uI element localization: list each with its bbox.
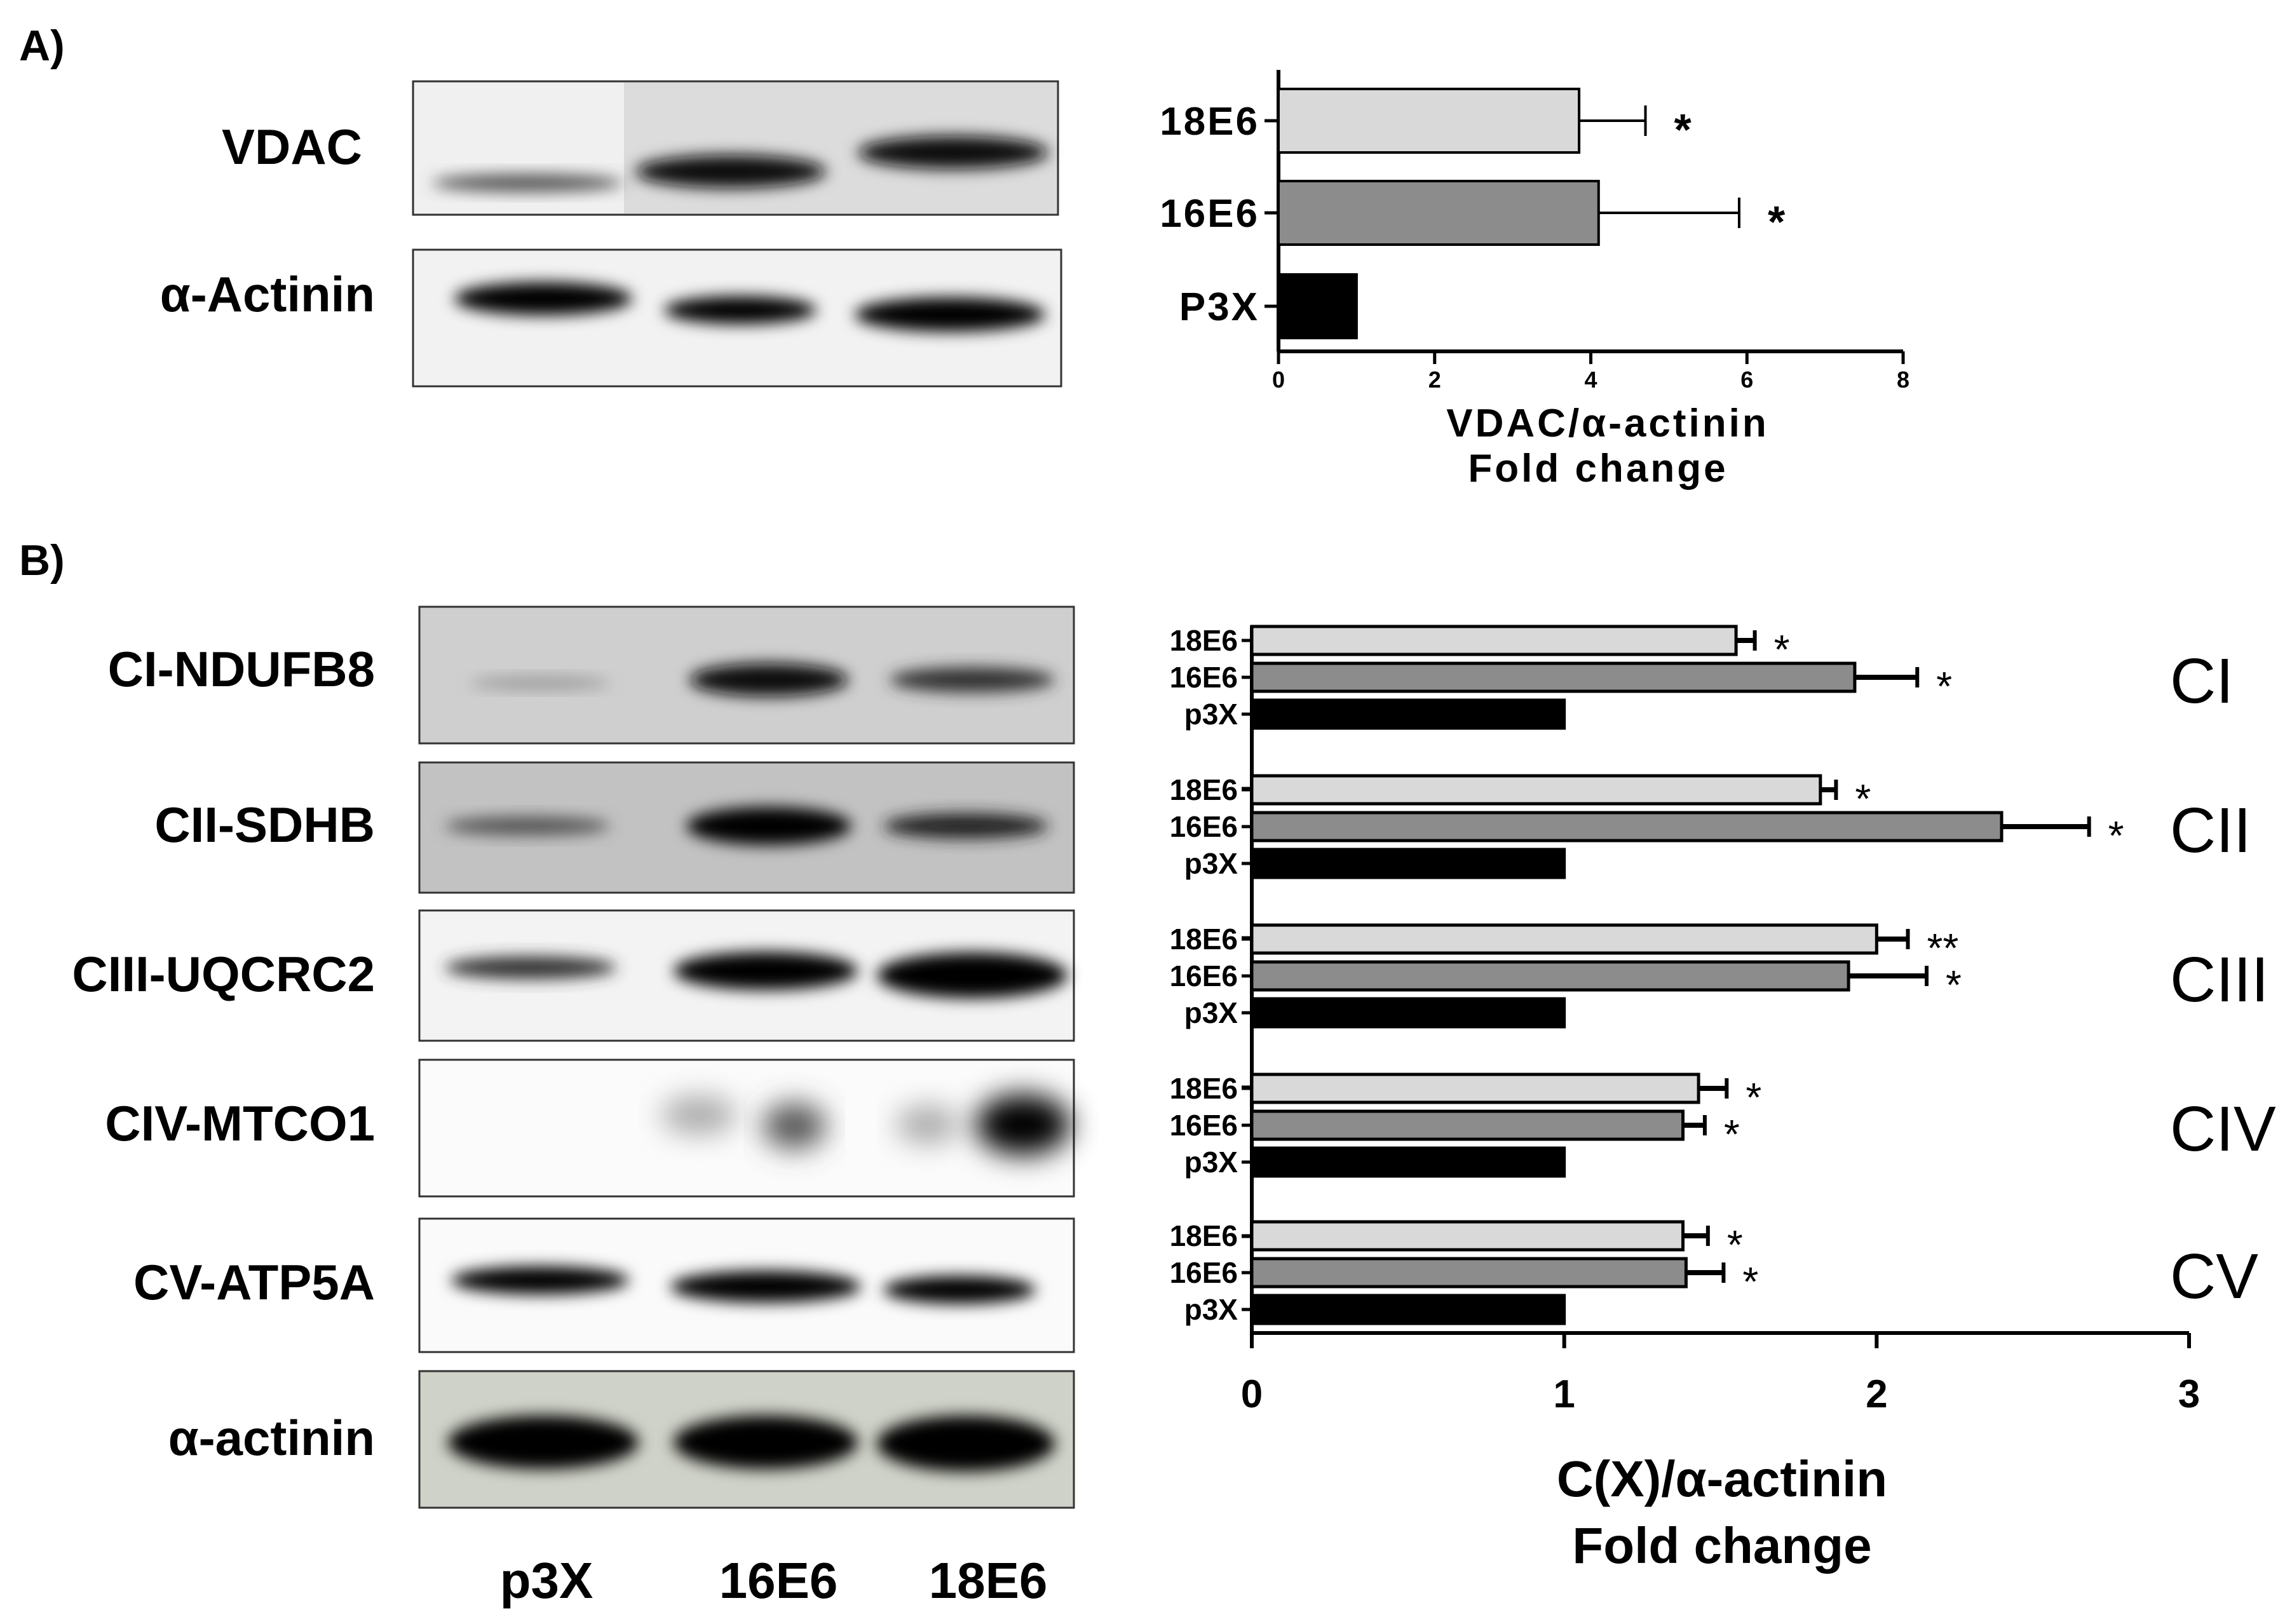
- chart-a-significance: *: [1674, 105, 1692, 154]
- chart-b-bar: [1250, 1294, 1566, 1325]
- chart-b-group-label: CIII: [2170, 944, 2269, 1015]
- chart-b-bar: [1250, 997, 1566, 1029]
- chart-a-x-tick-label: 2: [1428, 367, 1441, 393]
- chart-b-group-label: CII: [2170, 795, 2251, 866]
- chart-a-x-tick-label: 4: [1584, 367, 1597, 393]
- chart-b-group-label: CIV: [2170, 1093, 2276, 1165]
- chart-b-category-label: p3X: [1184, 1293, 1238, 1326]
- blot-strip-actinin-a: [412, 248, 1062, 388]
- blot-strip-cii: [418, 761, 1075, 894]
- chart-a-bar: [1277, 180, 1600, 246]
- chart-b-bar: [1250, 811, 2004, 842]
- chart-a-category-label: 16E6: [1160, 192, 1259, 236]
- panel-b-label: B): [19, 536, 65, 585]
- chart-b-bar: [1250, 848, 1566, 879]
- chart-b-category-label: 16E6: [1170, 1256, 1238, 1289]
- blot-strip-cv: [418, 1217, 1075, 1353]
- chart-b-category-label: p3X: [1184, 996, 1238, 1029]
- blot-a-row-label-actinin: α-Actinin: [160, 266, 375, 322]
- chart-b-x-tick-label: 1: [1553, 1372, 1575, 1416]
- chart-b-category-label: 16E6: [1170, 810, 1238, 843]
- blot-strip-vdac: [412, 80, 1059, 216]
- chart-b-category-label: 16E6: [1170, 1109, 1238, 1142]
- chart-b-category-label: 18E6: [1170, 1219, 1238, 1252]
- chart-b-category-label: 16E6: [1170, 661, 1238, 694]
- chart-a-xlabel-line2: Fold change: [1468, 447, 1728, 491]
- chart-b-category-label: p3X: [1184, 698, 1238, 731]
- chart-b-significance: *: [1936, 663, 1952, 709]
- chart-b: C(X)/α-actinin Fold change * 18E6 * 16E6 p3X…: [1170, 624, 2276, 1574]
- lane-label-18e6: 18E6: [929, 1552, 1048, 1609]
- lane-label-16e6: 16E6: [719, 1552, 838, 1609]
- chart-b-category-label: 18E6: [1170, 773, 1238, 806]
- blot-b-row-label-cii: CII-SDHB: [154, 797, 375, 853]
- chart-b-significance: *: [1946, 962, 1962, 1008]
- blot-b-row-label-civ: CIV-MTCO1: [105, 1095, 375, 1151]
- blot-b-row-label-cv: CV-ATP5A: [133, 1254, 375, 1310]
- chart-b-significance: *: [1746, 1074, 1761, 1120]
- chart-b-category-label: 18E6: [1170, 1072, 1238, 1105]
- chart-a-x-tick-label: 0: [1272, 367, 1285, 393]
- chart-b-bar: [1250, 923, 1878, 955]
- blot-b-row-label-ciii: CIII-UQCRC2: [72, 946, 375, 1002]
- chart-b-bar: [1250, 625, 1738, 656]
- chart-a-x-tick-label: 8: [1897, 367, 1909, 393]
- chart-b-group-label: CI: [2170, 646, 2234, 717]
- chart-b-bar: [1250, 960, 1850, 992]
- chart-b-category-label: p3X: [1184, 1146, 1238, 1179]
- chart-a-category-label: P3X: [1179, 285, 1259, 329]
- chart-a-bar: [1277, 88, 1581, 154]
- chart-b-significance: *: [1727, 1222, 1743, 1268]
- chart-a: VDAC/α-actinin Fold change * 18E6 * 16E6 P3X…: [1160, 70, 1909, 491]
- chart-a-significance: *: [1768, 197, 1786, 247]
- chart-b-category-label: p3X: [1184, 847, 1238, 880]
- chart-b-bar: [1250, 1220, 1685, 1252]
- chart-b-significance: *: [1724, 1111, 1740, 1157]
- chart-b-category-label: 16E6: [1170, 959, 1238, 992]
- chart-b-xlabel-line2: Fold change: [1572, 1517, 1871, 1574]
- chart-b-significance: **: [1927, 925, 1959, 971]
- chart-b-bar: [1250, 661, 1857, 693]
- blot-strip-actinin-b: [418, 1370, 1075, 1509]
- chart-a-category-label: 18E6: [1160, 100, 1259, 144]
- chart-b-bar: [1250, 1109, 1685, 1141]
- blot-b-row-label-ci: CI-NDUFB8: [108, 641, 375, 697]
- chart-b-significance: *: [2108, 813, 2124, 858]
- chart-b-bar: [1250, 1073, 1700, 1104]
- chart-b-bar: [1250, 1146, 1566, 1178]
- blot-strip-ci: [418, 606, 1075, 745]
- blot-b-row-label-actinin: α-actinin: [168, 1410, 375, 1466]
- chart-b-group-label: CV: [2170, 1241, 2258, 1312]
- blot-b: CI-NDUFB8 CII-SDHB CIII-UQCRC2 CIV-MTCO1…: [72, 606, 1075, 1609]
- chart-b-x-tick-label: 2: [1866, 1372, 1887, 1416]
- chart-b-x-tick-label: 3: [2178, 1372, 2200, 1416]
- blot-a-row-label-vdac: VDAC: [222, 119, 362, 175]
- chart-a-x-tick-label: 6: [1740, 367, 1753, 393]
- chart-b-category-label: 18E6: [1170, 923, 1238, 956]
- chart-a-bar: [1277, 273, 1358, 339]
- chart-b-bar: [1250, 1257, 1688, 1289]
- chart-b-bar: [1250, 774, 1822, 806]
- chart-b-bar: [1250, 698, 1566, 730]
- chart-a-xlabel-line1: VDAC/α-actinin: [1446, 402, 1768, 445]
- chart-b-xlabel-line1: C(X)/α-actinin: [1557, 1451, 1887, 1507]
- chart-b-category-label: 18E6: [1170, 624, 1238, 657]
- blot-a: VDAC α-Actinin: [160, 80, 1062, 388]
- chart-b-significance: *: [1742, 1259, 1758, 1304]
- blot-strip-civ: [418, 1059, 1075, 1198]
- chart-b-x-tick-label: 0: [1241, 1372, 1263, 1416]
- lane-label-p3x: p3X: [500, 1552, 593, 1609]
- blot-strip-ciii: [418, 909, 1075, 1042]
- panel-a-label: A): [19, 22, 65, 70]
